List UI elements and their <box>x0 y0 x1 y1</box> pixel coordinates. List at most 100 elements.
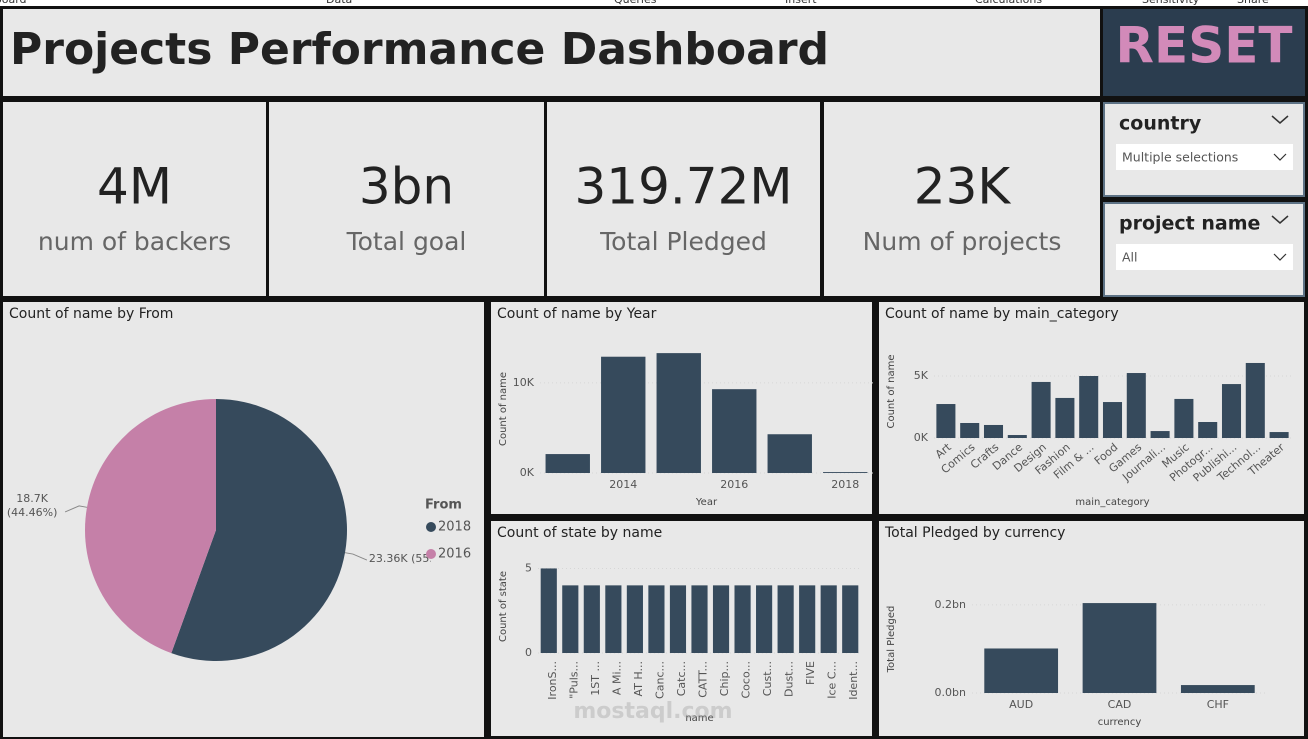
bar[interactable] <box>669 585 687 653</box>
dropdown-chevron[interactable] <box>1273 153 1287 161</box>
dashboard-title: Projects Performance Dashboard <box>10 24 829 75</box>
y-tick-label: 0 <box>525 646 532 659</box>
bar[interactable] <box>1180 685 1255 693</box>
dropdown[interactable] <box>1116 244 1293 270</box>
bar[interactable] <box>799 585 816 653</box>
bar[interactable] <box>540 568 557 653</box>
bar[interactable] <box>545 454 590 473</box>
kpi-card <box>3 102 266 296</box>
kpi-value: 3bn <box>359 158 454 216</box>
bar[interactable] <box>648 585 665 653</box>
bar[interactable] <box>983 424 1004 438</box>
legend-label[interactable]: 2016 <box>438 547 471 562</box>
reset-button[interactable] <box>1103 9 1305 96</box>
bar[interactable] <box>562 585 579 653</box>
pie-label: 23.36K (55.54%) <box>368 552 431 566</box>
bar[interactable] <box>960 422 980 438</box>
bar[interactable] <box>656 353 701 473</box>
bar[interactable] <box>601 356 646 473</box>
chart-title: Total Pledged by currency <box>884 525 1065 541</box>
bar[interactable] <box>1055 397 1075 438</box>
dropdown-value[interactable]: Multiple selections <box>1122 150 1238 165</box>
x-tick-label: Cust... <box>761 661 774 696</box>
bar[interactable] <box>1082 603 1157 693</box>
kpi-label: Total Pledged <box>599 227 767 256</box>
dropdown[interactable] <box>1116 144 1293 170</box>
legend-title: From <box>425 498 462 513</box>
bar[interactable] <box>1126 373 1146 438</box>
legend-label[interactable]: 2018 <box>438 520 471 535</box>
y-tick-label: 0.0bn <box>935 686 966 699</box>
bar[interactable] <box>767 434 812 473</box>
kpi-value: 319.72M <box>574 158 792 216</box>
x-tick-label: Ice C... <box>826 661 839 699</box>
bar[interactable] <box>1150 431 1170 438</box>
x-tick-label: CATT... <box>697 661 710 698</box>
ribbon-tab[interactable]: Data <box>326 0 352 6</box>
pie-label: 18.7K (44.46%) <box>6 491 58 519</box>
dropdown-chevron[interactable] <box>1273 253 1287 261</box>
y-tick-label: 10K <box>513 376 535 389</box>
x-tick-label: A Mi... <box>610 661 623 695</box>
x-tick-label: CHF <box>1207 698 1229 711</box>
bar[interactable] <box>1007 435 1027 438</box>
bar[interactable] <box>712 389 757 473</box>
slicer-chevron[interactable] <box>1271 115 1289 124</box>
y-tick-label: 0K <box>914 431 929 444</box>
bar[interactable] <box>1269 432 1289 438</box>
y-tick-label: 5K <box>914 369 929 382</box>
bar[interactable] <box>1031 381 1051 438</box>
ribbon-tab[interactable]: Sensitivity <box>1142 0 1200 6</box>
pie-slice <box>85 399 216 654</box>
bar[interactable] <box>777 585 794 653</box>
legend-marker[interactable] <box>426 522 436 532</box>
slicer-chevron[interactable] <box>1271 215 1289 224</box>
pie-label-box: 23.36K (55.54%) <box>368 552 431 566</box>
bar[interactable] <box>820 585 837 653</box>
y-tick-label: 0K <box>520 466 535 479</box>
x-tick-label: FIVE <box>804 661 817 685</box>
ribbon-tab[interactable]: Queries <box>614 0 657 6</box>
ribbon-tab[interactable]: Clipboard <box>0 0 27 6</box>
y-tick-label: 0.2bn <box>935 598 966 611</box>
x-axis-title: currency <box>1098 717 1142 728</box>
y-axis-title: Total Pledged <box>886 606 897 674</box>
x-tick-label: Ident... <box>847 661 860 700</box>
bar[interactable] <box>691 585 708 653</box>
bar[interactable] <box>984 648 1059 693</box>
bar[interactable] <box>583 585 600 653</box>
x-tick-label: 2014 <box>609 478 637 491</box>
bar[interactable] <box>1174 398 1194 438</box>
x-tick-label: CAD <box>1108 698 1132 711</box>
bar[interactable] <box>842 585 859 653</box>
legend-marker[interactable] <box>426 549 436 559</box>
kpi-card <box>269 102 544 296</box>
kpi-card <box>547 102 820 296</box>
watermark: mostaql.com <box>573 699 732 724</box>
x-axis-title: main_category <box>1075 497 1149 508</box>
bar[interactable] <box>936 404 956 438</box>
bar[interactable] <box>734 585 751 653</box>
y-axis-title: Count of name <box>886 354 897 428</box>
dropdown-value[interactable]: All <box>1122 250 1138 265</box>
bar[interactable] <box>605 585 622 653</box>
ribbon-tab[interactable]: Share <box>1237 0 1269 6</box>
bar[interactable] <box>1221 384 1242 438</box>
reset-label[interactable]: RESET <box>1116 17 1293 75</box>
chart-title: Count of name by From <box>9 306 173 322</box>
x-tick-label: AT H... <box>632 661 645 696</box>
ribbon-tab[interactable]: Calculations <box>975 0 1042 6</box>
bar[interactable] <box>1198 422 1218 438</box>
x-tick-label: Catc... <box>675 661 688 696</box>
bar[interactable] <box>756 585 773 653</box>
bar[interactable] <box>1102 402 1123 438</box>
ribbon-tab[interactable]: Insert <box>785 0 817 6</box>
x-tick-label: 2016 <box>720 478 748 491</box>
bar[interactable] <box>1079 376 1099 438</box>
leader-line <box>64 505 88 513</box>
bar[interactable] <box>712 585 730 653</box>
bar[interactable] <box>1245 362 1265 438</box>
bar[interactable] <box>823 472 868 473</box>
bar[interactable] <box>626 585 643 653</box>
